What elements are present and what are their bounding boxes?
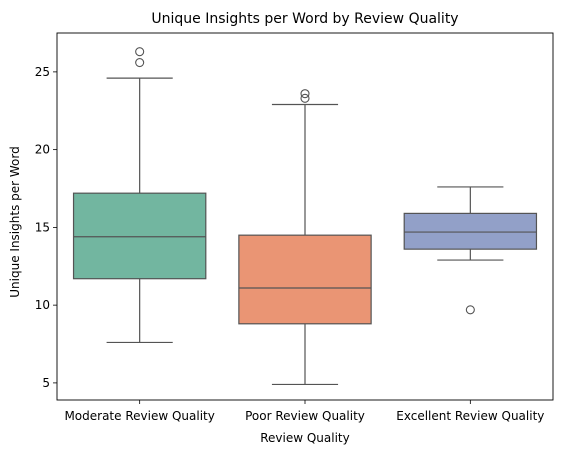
x-axis-label: Review Quality — [260, 431, 350, 445]
plot-frame — [56, 32, 554, 401]
y-axis-label: Unique Insights per Word — [8, 146, 22, 297]
box-1 — [72, 192, 207, 280]
y-tick-label: 10 — [35, 298, 50, 312]
outlier-point — [135, 57, 145, 68]
box-3 — [403, 212, 538, 250]
x-tick-label: Excellent Review Quality — [396, 409, 544, 423]
box-2 — [238, 234, 372, 325]
y-tick-label: 25 — [35, 65, 50, 79]
outlier-point — [465, 305, 475, 315]
chart-title: Unique Insights per Word by Review Quali… — [151, 11, 458, 27]
y-tick-label: 15 — [35, 220, 50, 234]
plot-area: 5 10 15 20 25 Moderate Review Quality Poor Rev… — [35, 32, 554, 423]
x-tick-label: Poor Review Quality — [245, 409, 365, 423]
y-tick-label: 5 — [42, 376, 50, 390]
outlier-point — [135, 47, 145, 57]
outlier-point — [300, 93, 310, 103]
outlier-point — [300, 89, 310, 99]
y-tick-label: 20 — [35, 143, 50, 157]
x-tick-label: Moderate Review Quality — [64, 409, 214, 423]
